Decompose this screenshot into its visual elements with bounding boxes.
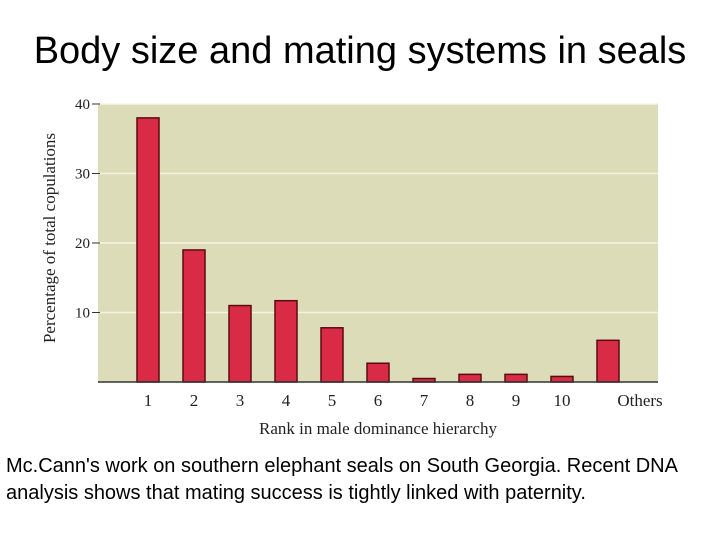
x-ticks: 1 2 3 4 5 6 7 8 9 10 Others [144, 391, 663, 410]
x-tick-label: 8 [466, 391, 475, 410]
bars [136, 117, 620, 383]
x-tick-label: 7 [420, 391, 429, 410]
y-tick-label: 40 [75, 97, 90, 113]
x-tick-label: 1 [144, 391, 153, 410]
y-tick-label: 20 [75, 236, 90, 252]
x-axis-label: Rank in male dominance hierarchy [259, 419, 497, 438]
x-tick-label: 2 [190, 391, 199, 410]
slide-title: Body size and mating systems in seals [33, 30, 687, 72]
bar-2 [182, 249, 206, 383]
bar-9 [504, 373, 528, 383]
x-tick-label: 6 [374, 391, 383, 410]
bar-4 [274, 299, 298, 383]
x-tick-label: Others [617, 391, 662, 410]
y-tick-label: 30 [75, 167, 90, 183]
x-tick-label: 10 [554, 391, 571, 410]
x-tick-label: 9 [512, 391, 521, 410]
bar-10 [550, 375, 574, 383]
bar-1 [136, 117, 160, 383]
bar-8 [458, 373, 482, 383]
x-tick-label: 3 [236, 391, 245, 410]
x-tick-label: 5 [328, 391, 337, 410]
bar-chart: 10 20 30 40 1 2 3 4 5 6 7 8 9 10 Others Percentage of… [40, 97, 663, 438]
x-tick-label: 4 [282, 391, 291, 410]
bar-3 [228, 304, 252, 383]
slide-caption: Mc.Cann's work on southern elephant seal… [6, 455, 677, 504]
y-ticks: 10 20 30 40 [75, 97, 100, 322]
bar-6 [366, 362, 390, 383]
bar-5 [320, 327, 344, 383]
bar-others [596, 339, 620, 383]
y-tick-label: 10 [75, 306, 90, 322]
y-axis-label: Percentage of total copulations [40, 133, 59, 343]
